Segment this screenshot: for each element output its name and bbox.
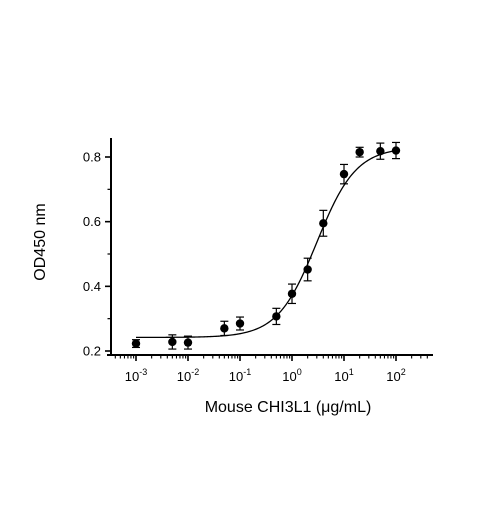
x-tick-label: 10-3 <box>125 367 147 384</box>
x-tick-label: 10-2 <box>177 367 199 384</box>
y-tick-label: 0.6 <box>83 214 101 229</box>
data-point <box>303 265 312 274</box>
y-tick-label: 0.8 <box>83 150 101 165</box>
fit-curve <box>136 149 397 339</box>
y-axis-title: OD450 nm <box>32 203 49 280</box>
x-tick-exponent: -3 <box>139 367 147 377</box>
x-tick-base: 10 <box>282 369 296 384</box>
data-point <box>235 319 245 328</box>
x-tick-exponent: 0 <box>297 367 302 377</box>
x-tick-exponent: -1 <box>243 367 251 377</box>
data-point <box>391 146 401 155</box>
data-point <box>355 147 364 157</box>
data-point <box>287 289 297 298</box>
data-point <box>220 324 229 333</box>
data-point <box>131 339 141 348</box>
data-point <box>168 337 177 347</box>
x-tick-base: 10 <box>334 369 348 384</box>
x-axis-title: Mouse CHI3L1 (μg/mL) <box>205 399 372 416</box>
x-tick-exponent: 1 <box>349 367 354 377</box>
data-points-layer <box>131 141 401 350</box>
data-point <box>376 146 385 156</box>
fit-curve-layer <box>136 149 397 339</box>
data-point <box>183 338 193 347</box>
x-tick-base: 10 <box>386 369 400 384</box>
y-tick-label: 0.2 <box>83 344 101 359</box>
x-tick-label: 102 <box>386 367 405 384</box>
x-tick-base: 10 <box>125 369 139 384</box>
data-point <box>319 219 328 228</box>
x-tick-base: 10 <box>177 369 191 384</box>
data-point <box>339 169 349 179</box>
x-tick-exponent: -2 <box>191 367 199 377</box>
x-tick-base: 10 <box>229 369 243 384</box>
x-tick-label: 100 <box>282 367 301 384</box>
x-tick-exponent: 2 <box>401 367 406 377</box>
x-tick-label: 10-1 <box>229 367 251 384</box>
x-tick-label: 101 <box>334 367 353 384</box>
axes: 0.20.40.60.810-3 10-2 10-1 100 101 102 <box>83 138 433 384</box>
y-tick-label: 0.4 <box>83 279 101 294</box>
data-point <box>272 312 281 321</box>
